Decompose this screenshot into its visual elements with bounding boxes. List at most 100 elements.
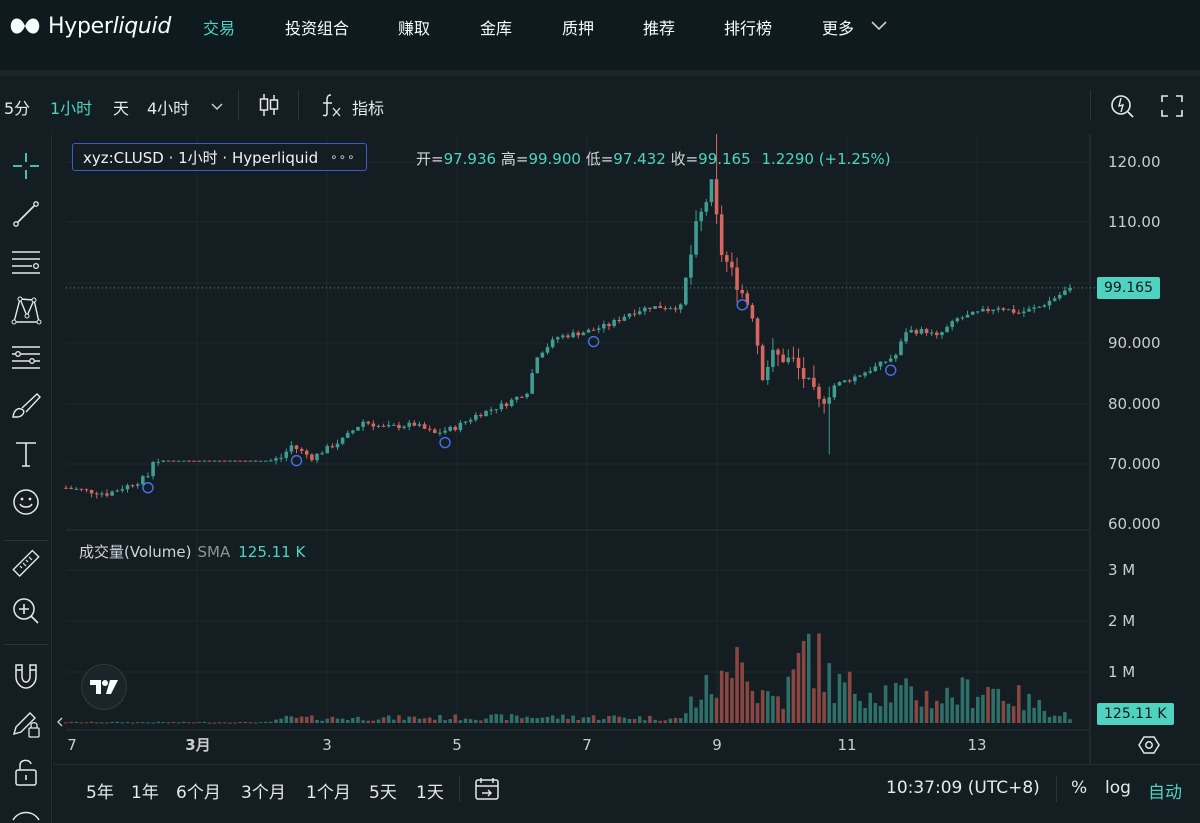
volume-bar: [366, 720, 371, 723]
volume-bar: [940, 703, 944, 723]
volume-bar: [765, 691, 770, 723]
nav-referrals[interactable]: 推荐: [643, 19, 676, 38]
candle-body: [79, 488, 84, 490]
candle-body: [888, 358, 893, 362]
candle-body: [397, 424, 401, 428]
fullscreen-icon[interactable]: [1160, 94, 1184, 118]
volume-bar: [612, 715, 616, 723]
logo[interactable]: Hyperliquid: [10, 0, 171, 52]
tradingview-logo[interactable]: [81, 664, 127, 710]
nav-trade[interactable]: 交易: [203, 19, 236, 38]
log-scale-toggle[interactable]: log: [1105, 778, 1131, 798]
symbol-legend[interactable]: xyz:CLUSD · 1小时 · Hyperliquid ∘∘∘: [72, 143, 367, 171]
chart-settings-icon[interactable]: [1138, 734, 1160, 756]
more-dots-icon[interactable]: ∘∘∘: [330, 150, 356, 164]
clock-timezone[interactable]: 10:37:09 (UTC+8): [886, 778, 1040, 798]
volume-bar: [371, 720, 376, 723]
emoji-tool[interactable]: [8, 484, 44, 520]
candle-body: [576, 332, 581, 336]
volume-bar: [345, 719, 350, 723]
volume-bar: [1027, 693, 1031, 723]
price-chart[interactable]: 120.00 110.00 90.000 80.000 70.000 60.000 3 M 2…: [53, 134, 1200, 764]
crosshair-tool[interactable]: [8, 148, 44, 184]
nav-more[interactable]: 更多: [822, 19, 855, 38]
goto-date-icon[interactable]: [474, 776, 500, 802]
volume-bar: [637, 716, 642, 723]
price-tick-label: 120.00: [1108, 153, 1161, 171]
interval-5m[interactable]: 5分: [4, 99, 31, 118]
visibility-tool[interactable]: [8, 798, 44, 823]
lock-tool[interactable]: [8, 754, 44, 790]
range-1m[interactable]: 1个月: [306, 783, 351, 803]
event-marker: [290, 454, 303, 467]
nav-leaderboard[interactable]: 排行榜: [724, 19, 773, 38]
volume-bar: [340, 718, 345, 723]
volume-bar: [555, 718, 560, 723]
brush-tool[interactable]: [8, 388, 44, 424]
trend-line-tool[interactable]: [8, 196, 44, 232]
candle-body: [1006, 309, 1011, 311]
candle-body: [991, 309, 995, 312]
candle-body: [924, 329, 929, 333]
indicators-button[interactable]: 指标: [352, 99, 385, 118]
range-5d[interactable]: 5天: [369, 783, 397, 803]
magnet-tool[interactable]: [8, 658, 44, 694]
nav-earn[interactable]: 赚取: [398, 19, 431, 38]
volume-bar: [223, 722, 227, 724]
volume-bar: [84, 722, 89, 724]
chevron-down-icon[interactable]: [870, 16, 888, 34]
zoom-in-tool[interactable]: [8, 593, 44, 629]
nav-portfolio[interactable]: 投资组合: [285, 19, 350, 38]
volume-bar: [945, 687, 949, 723]
nav-vaults[interactable]: 金库: [480, 19, 513, 38]
auto-scale-toggle[interactable]: 自动: [1148, 783, 1182, 803]
interval-1h[interactable]: 1小时: [50, 99, 93, 118]
pattern-tool[interactable]: [8, 292, 44, 328]
interval-4h[interactable]: 4小时: [147, 99, 190, 118]
volume-bar: [407, 716, 411, 723]
horizontal-lines-tool[interactable]: [8, 244, 44, 280]
unlock-icon: [15, 759, 37, 786]
candle-body: [602, 323, 606, 329]
volume-legend[interactable]: 成交量(Volume) SMA 125.11 K: [79, 541, 305, 562]
candlestick-chart[interactable]: 120.00 110.00 90.000 80.000 70.000 60.000 3 M 2…: [53, 134, 1200, 764]
pencil-lock-icon: [12, 712, 40, 738]
smiley-icon: [13, 489, 39, 515]
interval-dropdown-icon[interactable]: [210, 99, 224, 113]
volume-bar: [786, 676, 791, 723]
range-3m[interactable]: 3个月: [241, 783, 286, 803]
volume-bar: [212, 722, 217, 724]
volume-bar: [566, 718, 570, 723]
volume-bar: [965, 679, 970, 723]
text-tool[interactable]: [8, 436, 44, 472]
candle-body: [596, 328, 601, 330]
fib-tool[interactable]: [8, 340, 44, 376]
candle-body: [474, 414, 478, 420]
candle-body: [530, 373, 534, 394]
volume-bar: [535, 718, 540, 723]
function-fx-icon[interactable]: [319, 92, 343, 118]
last-price-tag: 99.165: [1097, 277, 1160, 299]
candle-body: [622, 316, 627, 321]
range-5y[interactable]: 5年: [86, 783, 114, 803]
lock-drawings-tool[interactable]: [8, 706, 44, 742]
range-1d[interactable]: 1天: [416, 783, 444, 803]
candle-body: [448, 426, 452, 431]
candlestick-type-icon[interactable]: [258, 92, 280, 118]
interval-1d[interactable]: 天: [113, 99, 130, 118]
candle-body: [514, 396, 519, 400]
measure-tool[interactable]: [8, 546, 44, 582]
volume-bar: [643, 720, 647, 723]
volume-bar: [1022, 710, 1026, 723]
range-6m[interactable]: 6个月: [176, 783, 221, 803]
volume-bar: [279, 718, 283, 723]
candle-body: [960, 317, 965, 319]
range-1y[interactable]: 1年: [131, 783, 159, 803]
percent-scale-toggle[interactable]: %: [1071, 778, 1088, 798]
replay-icon[interactable]: [1108, 92, 1136, 120]
volume-bar: [1001, 700, 1006, 723]
nav-staking[interactable]: 质押: [562, 19, 595, 38]
candle-body: [427, 428, 432, 430]
volume-bar: [991, 688, 995, 723]
candle-body: [130, 485, 135, 487]
